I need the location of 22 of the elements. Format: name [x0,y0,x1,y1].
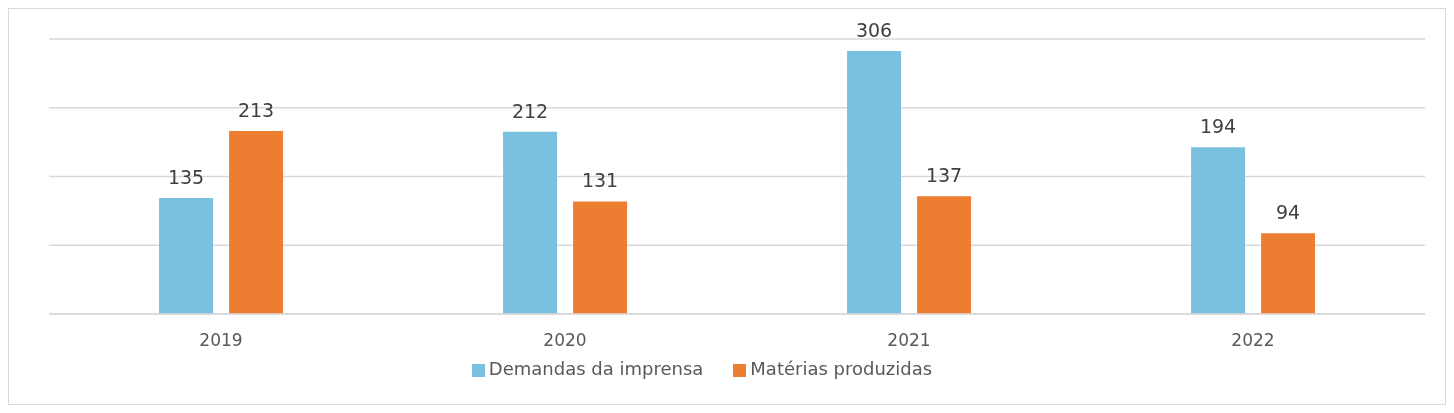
data-label: 194 [1199,115,1237,138]
x-tick-label: 2022 [1231,330,1275,351]
bar [1191,147,1246,314]
data-label: 306 [855,19,893,42]
legend-label: Matérias produzidas [750,358,933,379]
x-tick-label: 2020 [543,330,587,351]
data-label: 137 [925,164,963,187]
data-label: 213 [237,98,275,121]
x-tick-label: 2019 [199,330,243,351]
bar [917,196,972,314]
x-tick-label: 2021 [887,330,931,351]
bar [503,131,558,314]
legend-label: Demandas da imprensa [488,358,704,379]
bar [159,197,214,314]
bar [573,201,628,314]
data-label: 94 [1275,201,1301,224]
data-label: 131 [581,169,619,192]
bar [229,130,284,314]
bar [1261,233,1316,314]
bar [847,51,902,314]
data-label: 135 [167,165,205,188]
data-label: 212 [511,99,549,122]
